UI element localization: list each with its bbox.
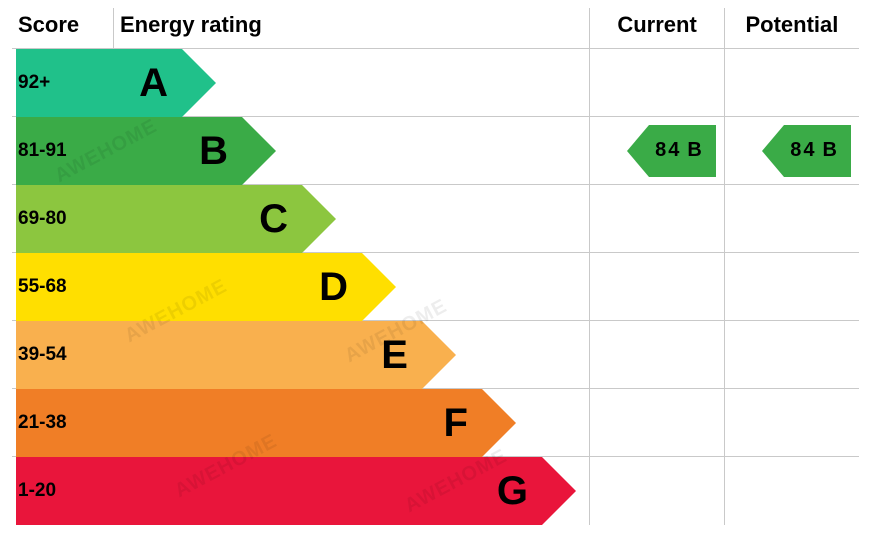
current-cell: 84 B (590, 117, 725, 185)
rating-table: Score Energy rating Current Potential 92… (12, 8, 859, 525)
current-cell (590, 457, 725, 525)
band-row-a: 92+ A (12, 49, 859, 117)
band-row-c: 69-80 C (12, 185, 859, 253)
header-current: Current (590, 8, 725, 49)
rating-bar-f: F (16, 389, 516, 457)
rating-cell: G (113, 457, 589, 525)
current-cell (590, 185, 725, 253)
rating-cell: D (113, 253, 589, 321)
current-cell (590, 253, 725, 321)
rating-cell: A (113, 49, 589, 117)
rating-letter: D (319, 265, 348, 310)
potential-cell: 84 B (724, 117, 859, 185)
potential-cell (724, 185, 859, 253)
rating-bar-e: E (16, 321, 456, 389)
score-range-label: 81-91 (18, 140, 67, 161)
current-cell (590, 49, 725, 117)
score-range-label: 55-68 (18, 276, 67, 297)
potential-cell (724, 253, 859, 321)
rating-cell: B (113, 117, 589, 185)
band-row-e: 39-54 E (12, 321, 859, 389)
rating-cell: E (113, 321, 589, 389)
rating-letter: C (259, 197, 288, 242)
score-range-label: 21-38 (18, 412, 67, 433)
current-cell (590, 321, 725, 389)
header-rating: Energy rating (113, 8, 589, 49)
rating-bar-g: G (16, 457, 576, 525)
score-range-label: 92+ (18, 72, 50, 93)
potential-cell (724, 389, 859, 457)
rating-bar-d: D (16, 253, 396, 321)
potential-arrow: 84 B (762, 125, 851, 177)
header-potential: Potential (724, 8, 859, 49)
rating-cell: F (113, 389, 589, 457)
band-row-f: 21-38 F (12, 389, 859, 457)
rating-letter: B (199, 129, 228, 174)
band-row-d: 55-68 D (12, 253, 859, 321)
potential-cell (724, 321, 859, 389)
potential-cell (724, 49, 859, 117)
rating-letter: A (139, 61, 168, 106)
rating-letter: E (381, 333, 408, 378)
energy-rating-chart: Score Energy rating Current Potential 92… (0, 0, 871, 550)
current-letter: B (687, 139, 703, 162)
score-range-label: 39-54 (18, 344, 67, 365)
band-row-g: 1-20 G (12, 457, 859, 525)
potential-value: 84 (790, 139, 816, 162)
potential-cell (724, 457, 859, 525)
score-range-label: 69-80 (18, 208, 67, 229)
header-score: Score (12, 8, 113, 49)
current-cell (590, 389, 725, 457)
current-arrow: 84 B (627, 125, 716, 177)
header-row: Score Energy rating Current Potential (12, 8, 859, 49)
potential-letter: B (823, 139, 839, 162)
rating-letter: F (444, 401, 468, 446)
current-value: 84 (655, 139, 681, 162)
band-row-b: 81-91B84 B84 B (12, 117, 859, 185)
score-range-label: 1-20 (18, 480, 56, 501)
rating-letter: G (497, 469, 528, 514)
rating-cell: C (113, 185, 589, 253)
